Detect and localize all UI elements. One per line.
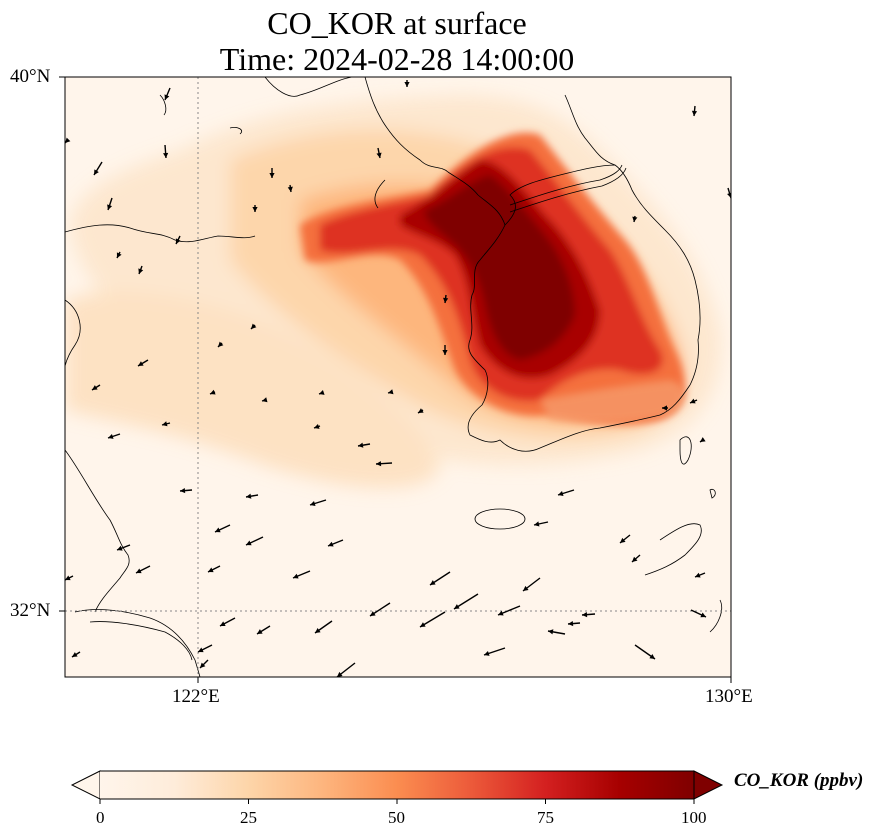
wind-arrowhead: [210, 389, 216, 395]
lat-label-32: 32°N: [10, 600, 51, 621]
wind-arrowhead: [116, 252, 122, 258]
wind-arrowhead: [484, 650, 490, 656]
wind-arrowhead: [257, 629, 263, 634]
colorbar-gradient: [100, 771, 694, 799]
wind-arrowhead: [418, 408, 424, 413]
wind-arrowhead: [65, 575, 71, 581]
wind-arrowhead: [388, 389, 394, 395]
wind-arrowhead: [649, 654, 655, 659]
colorbar-tick-25: 25: [240, 808, 257, 827]
wind-arrowhead: [262, 397, 268, 403]
wind-arrowhead: [107, 204, 113, 210]
wind-arrowhead: [700, 612, 706, 618]
map-subtitle-time: Time: 2024-02-28 14:00:00: [219, 41, 575, 77]
wind-arrowhead: [180, 487, 186, 494]
wind-arrowhead: [138, 361, 144, 366]
wind-arrowhead: [337, 671, 343, 677]
wind-arrowhead: [218, 341, 224, 347]
wind-arrowhead: [246, 540, 252, 546]
wind-arrowhead: [691, 110, 698, 116]
wind-arrowhead: [117, 545, 123, 551]
wind-arrowhead: [727, 192, 731, 198]
wind-arrowhead: [548, 629, 554, 635]
wind-arrowhead: [558, 491, 564, 496]
wind-arrowhead: [319, 389, 325, 395]
wind-arrowhead: [220, 621, 226, 626]
concentration-field: [65, 77, 731, 677]
wind-arrowhead: [376, 461, 382, 467]
wind-arrowhead: [454, 604, 460, 609]
wind-arrowhead: [138, 268, 144, 274]
wind-arrowhead: [376, 152, 382, 158]
wind-arrowhead: [568, 620, 574, 627]
colorbar: [70, 770, 724, 804]
lon-label-122: 122°E: [172, 686, 220, 707]
lon-label-130: 130°E: [705, 686, 753, 707]
wind-arrowhead: [215, 527, 221, 533]
wind-arrowhead: [662, 405, 667, 411]
wind-arrowhead: [162, 421, 168, 427]
colorbar-extend-min: [70, 770, 101, 800]
colorbar-tick-75: 75: [537, 808, 554, 827]
wind-arrowhead: [269, 173, 275, 178]
wind-arrowhead: [700, 437, 706, 442]
wind-arrowhead: [314, 423, 320, 429]
wind-arrowhead: [252, 207, 258, 212]
wind-arrowhead: [632, 216, 638, 222]
wind-arrowhead: [582, 612, 588, 618]
wind-arrowhead: [695, 572, 701, 578]
colorbar-extend-max: [693, 770, 724, 800]
coastlines: [65, 77, 723, 677]
wind-arrowhead: [251, 323, 257, 329]
wind-arrowhead: [523, 585, 529, 591]
colorbar-tick-50: 50: [388, 808, 405, 827]
wind-arrowhead: [287, 186, 293, 192]
wind-arrowhead: [443, 297, 449, 303]
wind-arrowhead: [108, 433, 114, 439]
wind-arrowhead: [498, 610, 504, 616]
map-title: CO_KOR at surface: [267, 5, 527, 41]
wind-arrowhead: [420, 622, 426, 627]
colorbar-tick-100: 100: [681, 808, 707, 827]
wind-arrowhead: [328, 541, 334, 547]
wind-arrowhead: [198, 647, 204, 653]
wind-arrowhead: [358, 442, 364, 448]
wind-arrowhead: [175, 238, 181, 244]
colorbar-label: CO_KOR (ppbv): [734, 770, 864, 791]
wind-arrowhead: [94, 169, 99, 175]
wind-arrowhead: [442, 350, 448, 355]
wind-arrowhead: [136, 568, 142, 574]
colorbar-tick-0: 0: [96, 808, 105, 827]
wind-arrowhead: [200, 662, 206, 668]
wind-arrowhead: [92, 385, 98, 390]
wind-arrowhead: [164, 94, 170, 100]
wind-arrowhead: [430, 580, 436, 585]
wind-arrowhead: [65, 137, 71, 143]
wind-arrowhead: [315, 627, 321, 633]
wind-arrowhead: [534, 521, 540, 527]
wind-vectors: [65, 80, 731, 677]
wind-arrowhead: [632, 556, 638, 562]
wind-arrowhead: [310, 501, 316, 506]
wind-arrowhead: [246, 493, 252, 499]
wind-arrowhead: [72, 652, 78, 657]
lat-label-40: 40°N: [10, 66, 51, 87]
map-frame: [64, 76, 732, 678]
wind-arrowhead: [370, 611, 376, 616]
wind-arrowhead: [293, 573, 299, 579]
wind-arrowhead: [620, 537, 626, 543]
wind-arrowhead: [208, 567, 214, 573]
gridlines: [65, 77, 731, 677]
wind-arrowhead: [690, 398, 696, 404]
domestic-emission-band: [540, 380, 685, 424]
axis-ticks: [59, 76, 732, 683]
wind-arrowhead: [163, 152, 169, 158]
wind-arrowhead: [404, 82, 410, 87]
